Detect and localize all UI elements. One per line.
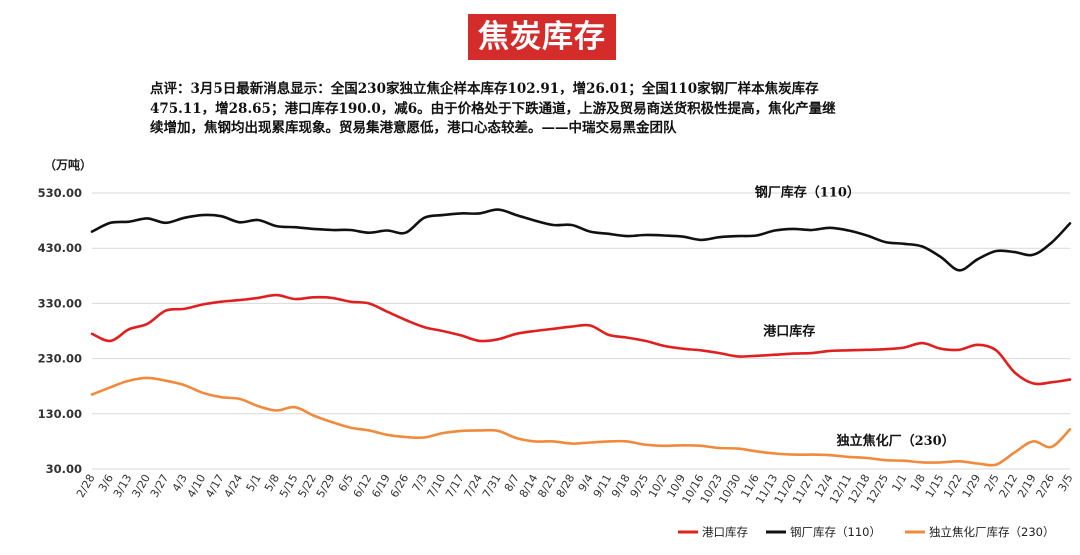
- x-tick-label: 4/17: [203, 472, 227, 500]
- x-tick-label: 9/18: [609, 472, 633, 500]
- x-tick-label: 6/26: [388, 472, 412, 500]
- x-tick-label: 2/12: [997, 472, 1021, 500]
- legend: 港口库存 钢厂库存（110） 独立焦化厂库存（230）: [678, 525, 1054, 539]
- x-tick-label: 3/13: [111, 472, 135, 500]
- x-tick-label: 4/24: [222, 472, 246, 500]
- x-tick-label: 3/27: [148, 472, 172, 500]
- y-tick-label: 530.00: [38, 186, 82, 200]
- x-tick-label: 3/20: [129, 472, 153, 500]
- x-tick-label: 9/11: [591, 472, 615, 500]
- x-tick-label: 10/2: [646, 472, 670, 500]
- series-lines: [90, 208, 1072, 467]
- x-tick-label: 5/1: [244, 472, 264, 494]
- x-tick-label: 2/28: [74, 472, 98, 500]
- y-tick-label: 330.00: [38, 296, 82, 310]
- commentary: 点评：3月5日最新消息显示：全国230家独立焦企样本库存102.91，增26.0…: [150, 80, 950, 139]
- series-annotation: 港口库存: [763, 324, 815, 340]
- x-tick-label: 1/1: [889, 472, 909, 494]
- y-tick-label: 130.00: [38, 407, 82, 421]
- x-tick-label: 8/21: [535, 472, 559, 500]
- x-tick-label: 9/25: [628, 472, 652, 500]
- x-tick-label: 7/31: [480, 472, 504, 500]
- x-tick-label: 2/26: [1034, 472, 1058, 500]
- x-tick-label: 2/19: [1015, 472, 1039, 500]
- x-tick-label: 8/28: [554, 472, 578, 500]
- x-tick-label: 5/22: [295, 472, 319, 500]
- series-line: [90, 293, 1072, 386]
- legend-entry: 独立焦化厂库存（230）: [929, 525, 1054, 539]
- legend-entry: 港口库存: [702, 525, 748, 539]
- x-tick-label: 1/29: [960, 472, 984, 500]
- y-axis: 530.00 430.00 330.00 230.00 130.00 30.00: [38, 186, 82, 476]
- series-annotation: 钢厂库存（110）: [755, 185, 860, 201]
- x-tick-label: 6/12: [351, 472, 375, 500]
- x-tick-label: 3/5: [1055, 472, 1075, 494]
- x-tick-label: 5/15: [277, 472, 301, 500]
- x-tick-label: 7/17: [443, 472, 467, 500]
- series-line: [90, 376, 1072, 467]
- y-tick-label: 430.00: [38, 241, 82, 255]
- y-axis-unit: （万吨）: [44, 158, 93, 172]
- x-tick-label: 1/15: [923, 472, 947, 500]
- x-tick-label: 6/19: [369, 472, 393, 500]
- series-annotation: 独立焦化厂（230）: [837, 433, 955, 449]
- chart-title: 焦炭库存: [468, 14, 616, 60]
- commentary-line: 475.11，增28.65；港口库存190.0，减6。由于价格处于下跌通道，上游…: [150, 100, 836, 117]
- x-tick-label: 7/10: [425, 472, 449, 500]
- y-tick-label: 230.00: [38, 352, 82, 366]
- legend-entry: 钢厂库存（110）: [790, 525, 881, 539]
- x-tick-label: 4/10: [185, 472, 209, 500]
- gridlines: [92, 192, 1070, 470]
- x-tick-label: 7/24: [461, 472, 485, 500]
- commentary-line: 点评：3月5日最新消息显示：全国230家独立焦企样本库存102.91，增26.0…: [150, 81, 819, 97]
- y-tick-label: 30.00: [46, 462, 82, 476]
- x-tick-label: 1/22: [941, 472, 965, 500]
- x-axis: 2/283/63/133/203/274/34/104/174/245/15/8…: [74, 472, 1076, 506]
- x-tick-label: 5/29: [314, 472, 338, 500]
- x-tick-label: 8/14: [517, 472, 541, 500]
- commentary-line: 续增加，焦钢均出现累库现象。贸易集港意愿低，港口心态较差。——中瑞交易黑金团队: [150, 120, 677, 136]
- series-annotations: 港口库存 钢厂库存（110） 独立焦化厂（230）: [755, 185, 955, 449]
- series-line: [90, 208, 1072, 272]
